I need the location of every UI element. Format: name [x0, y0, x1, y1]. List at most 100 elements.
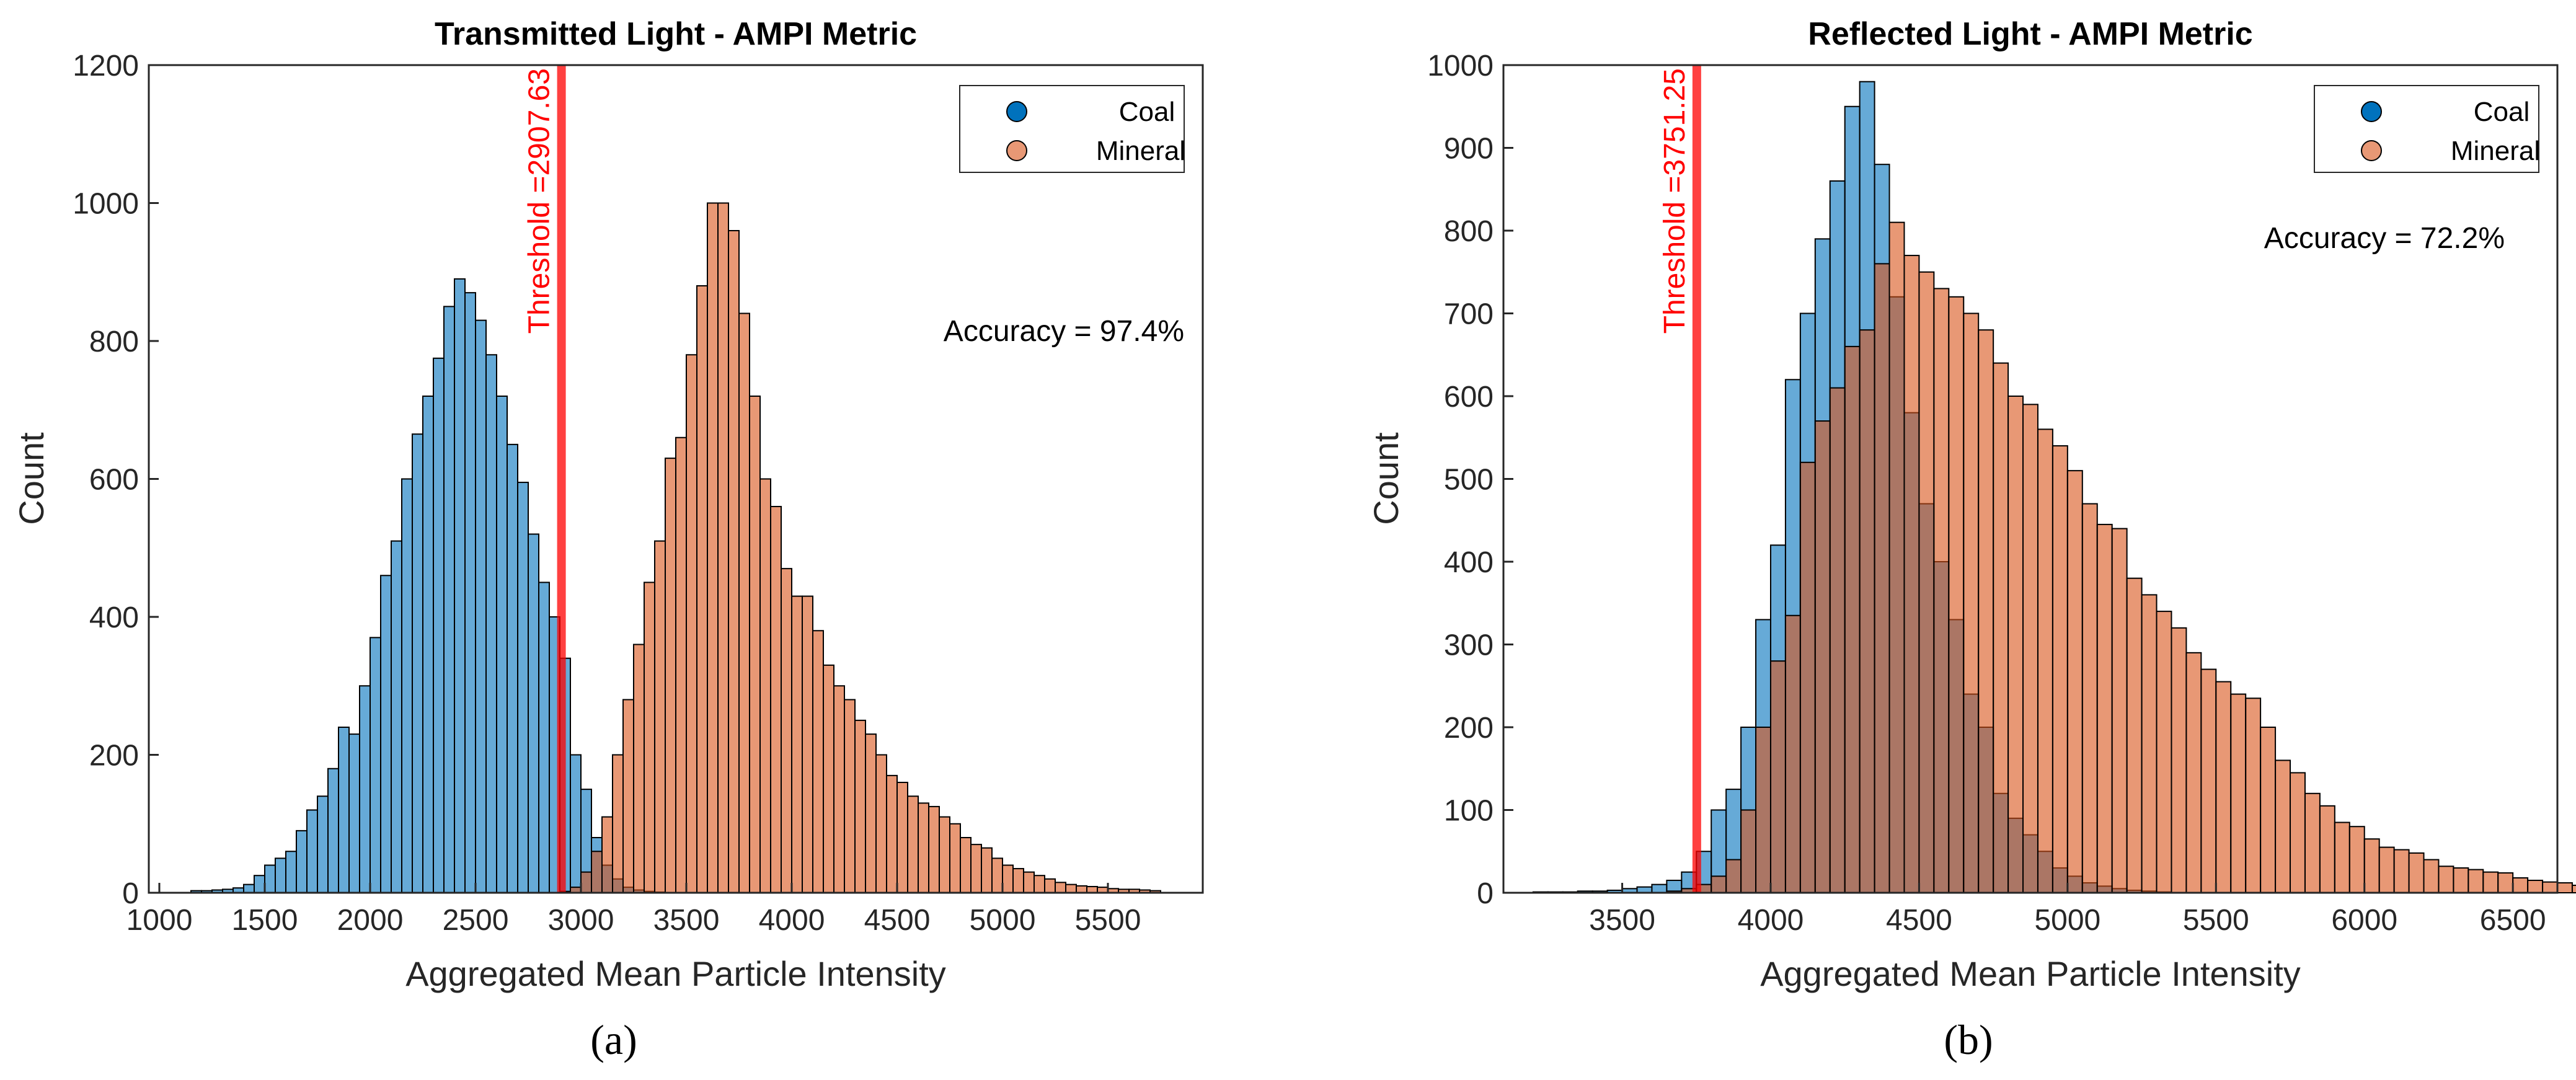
mineral-bar	[2185, 652, 2202, 893]
mineral-bar	[2527, 879, 2544, 893]
coal-bar	[338, 727, 350, 893]
x-tick-label: 1000	[126, 904, 193, 937]
mineral-bar	[1012, 868, 1024, 893]
mineral-bar	[1903, 255, 1920, 893]
mineral-bar	[707, 202, 719, 893]
mineral-bar	[2393, 849, 2410, 893]
chart-title: Transmitted Light - AMPI Metric	[435, 16, 917, 52]
mineral-bar	[939, 816, 950, 893]
x-tick-label: 2000	[337, 904, 404, 937]
mineral-bar	[633, 644, 645, 893]
mineral-bar	[991, 857, 1003, 893]
mineral-histogram	[559, 202, 1161, 894]
coal-bar	[1651, 883, 1668, 894]
mineral-bar	[2497, 872, 2514, 893]
mineral-bar	[2348, 826, 2365, 893]
mineral-bar	[717, 202, 729, 893]
y-axis-ticks: 0 200 400 600 800 1000 1200	[73, 50, 159, 910]
chart-title: Reflected Light - AMPI Metric	[1808, 16, 2252, 52]
coal-bar	[317, 795, 329, 893]
y-tick-label: 800	[1444, 215, 1494, 248]
mineral-bar	[1755, 727, 1771, 893]
coal-bar	[517, 482, 529, 893]
x-axis-ticks: 3500 4000 4500 5000 5500 6000 6500	[1589, 883, 2546, 937]
mineral-bar	[1044, 878, 1056, 893]
mineral-bar	[781, 568, 792, 893]
legend-box	[2314, 85, 2539, 173]
coal-bar	[264, 864, 276, 893]
mineral-bar	[1918, 271, 1935, 893]
x-tick-label: 4500	[864, 904, 931, 937]
mineral-bar	[875, 754, 887, 893]
coal-bar	[327, 768, 339, 893]
mineral-bar	[728, 230, 740, 893]
legend-mineral-label: Mineral	[2451, 136, 2540, 166]
mineral-bar	[970, 844, 982, 893]
mineral-bar	[949, 823, 961, 893]
mineral-bar	[2275, 759, 2291, 894]
y-tick-label: 500	[1444, 464, 1494, 497]
mineral-bar	[2334, 821, 2350, 894]
y-tick-label: 0	[1477, 877, 1494, 910]
y-axis-ticks: 0 100 200 300 400 500 600 700 800 900 1000	[1427, 50, 1513, 910]
panel-label: (a)	[590, 1016, 637, 1063]
mineral-bar	[2111, 528, 2128, 893]
x-tick-label: 5500	[1075, 904, 1141, 937]
x-tick-label: 4000	[759, 904, 825, 937]
mineral-bar	[601, 816, 613, 893]
coal-bar	[380, 575, 392, 893]
coal-bar	[254, 875, 265, 893]
mineral-bar	[580, 871, 592, 893]
mineral-bar	[749, 396, 761, 893]
coal-bar	[348, 733, 360, 893]
mineral-bar	[654, 540, 666, 893]
mineral-bar	[2052, 445, 2068, 893]
mineral-bar	[2141, 594, 2158, 894]
coal-bar	[464, 292, 476, 893]
x-tick-label: 1500	[232, 904, 298, 937]
mineral-bar	[696, 285, 708, 893]
coal-bar	[359, 685, 371, 893]
mineral-bar	[2096, 523, 2113, 893]
mineral-bar	[622, 699, 634, 893]
mineral-bar	[2408, 852, 2425, 894]
mineral-bar	[591, 851, 603, 893]
mineral-bar	[1978, 329, 1994, 893]
x-axis-ticks: 1000 1500 2000 2500 3000 3500 4000 4500 5000 5500	[126, 883, 1141, 937]
y-tick-label: 1000	[73, 188, 139, 221]
mineral-bar	[2453, 867, 2469, 893]
chart-transmitted-light: Threshold =2907.63 Accuracy = 97.4% 1000…	[12, 16, 1204, 1063]
y-axis-label: Count	[12, 432, 51, 525]
mineral-bar	[1769, 660, 1786, 893]
mineral-bar	[1086, 885, 1098, 894]
accuracy-label: Accuracy = 72.2%	[2264, 222, 2505, 255]
mineral-bar	[2438, 865, 2454, 894]
mineral-bar	[1963, 312, 1980, 893]
mineral-bar	[2557, 882, 2573, 893]
x-tick-label: 2500	[443, 904, 509, 937]
mineral-bar	[802, 595, 813, 893]
legend-mineral-label: Mineral	[1096, 136, 1185, 166]
mineral-bar	[770, 506, 782, 893]
threshold-label: Threshold =2907.63	[523, 68, 556, 334]
legend-mineral-marker	[2361, 140, 2382, 161]
mineral-bar	[738, 312, 750, 893]
mineral-bar	[2542, 881, 2558, 894]
y-tick-label: 100	[1444, 795, 1494, 828]
mineral-bar	[1993, 362, 2009, 893]
mineral-bar	[2304, 792, 2321, 894]
x-axis-label: Aggregated Mean Particle Intensity	[405, 954, 946, 993]
mineral-bar	[2482, 871, 2499, 893]
mineral-bar	[2245, 697, 2262, 894]
mineral-bar	[1033, 875, 1045, 893]
coal-bar	[528, 533, 539, 893]
coal-bar	[538, 582, 550, 893]
y-tick-label: 900	[1444, 133, 1494, 166]
y-tick-label: 800	[89, 325, 139, 358]
mineral-bar	[1784, 614, 1801, 894]
mineral-bar	[1740, 809, 1757, 893]
mineral-bar	[2007, 396, 2024, 893]
mineral-bar	[2378, 846, 2395, 893]
legend-coal-marker	[1006, 101, 1027, 122]
